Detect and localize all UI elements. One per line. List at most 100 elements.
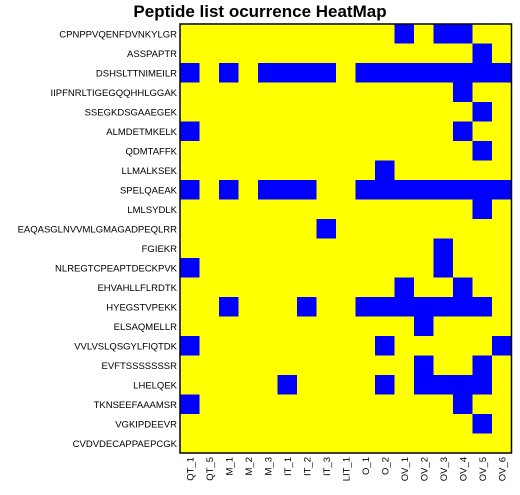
heatmap-cell bbox=[200, 161, 220, 181]
column-label: M_1 bbox=[224, 457, 235, 475]
heatmap-cell bbox=[336, 336, 356, 356]
heatmap-cell bbox=[473, 356, 493, 376]
heatmap-cell bbox=[356, 317, 376, 337]
heatmap-cell bbox=[414, 356, 434, 376]
heatmap-cell bbox=[317, 395, 337, 415]
heatmap-cell bbox=[336, 24, 356, 44]
heatmap-cell bbox=[414, 317, 434, 337]
heatmap-cell bbox=[239, 161, 259, 181]
heatmap-cell bbox=[278, 278, 298, 298]
heatmap-cell bbox=[297, 317, 317, 337]
column-label: OV_5 bbox=[478, 457, 489, 481]
heatmap-cell bbox=[414, 278, 434, 298]
heatmap-cell bbox=[219, 219, 239, 239]
heatmap-cell bbox=[395, 336, 415, 356]
column-label: O_1 bbox=[361, 457, 372, 475]
heatmap-cell bbox=[297, 297, 317, 317]
heatmap-cell bbox=[219, 395, 239, 415]
heatmap-cell bbox=[239, 258, 259, 278]
heatmap-cell bbox=[258, 122, 278, 142]
heatmap-cell bbox=[356, 102, 376, 122]
heatmap-cell bbox=[219, 414, 239, 434]
heatmap-cell bbox=[180, 278, 200, 298]
heatmap-cell bbox=[453, 141, 473, 161]
heatmap-cell bbox=[180, 356, 200, 376]
heatmap-cell bbox=[414, 375, 434, 395]
heatmap-cell bbox=[297, 258, 317, 278]
heatmap-cell bbox=[180, 375, 200, 395]
heatmap-cell bbox=[278, 434, 298, 454]
heatmap-cell bbox=[414, 122, 434, 142]
heatmap-cell bbox=[375, 317, 395, 337]
heatmap-cell bbox=[414, 102, 434, 122]
row-label: HYEGSTVPEKK bbox=[106, 302, 177, 313]
heatmap-cell bbox=[473, 44, 493, 64]
heatmap-cell bbox=[453, 239, 473, 259]
heatmap-cell bbox=[336, 102, 356, 122]
heatmap-cell bbox=[356, 395, 376, 415]
heatmap-cell bbox=[356, 200, 376, 220]
heatmap-cell bbox=[453, 44, 473, 64]
heatmap-cell bbox=[200, 356, 220, 376]
heatmap-cell bbox=[258, 375, 278, 395]
column-label: QT_1 bbox=[185, 457, 196, 481]
heatmap-cell bbox=[434, 278, 454, 298]
heatmap-cell bbox=[317, 336, 337, 356]
heatmap-cell bbox=[375, 219, 395, 239]
heatmap-cell bbox=[414, 434, 434, 454]
heatmap-cell bbox=[453, 102, 473, 122]
heatmap-cell bbox=[297, 161, 317, 181]
heatmap-cell bbox=[336, 200, 356, 220]
heatmap-cell bbox=[356, 24, 376, 44]
heatmap-cell bbox=[219, 200, 239, 220]
heatmap-cell bbox=[278, 63, 298, 83]
heatmap-cell bbox=[375, 122, 395, 142]
heatmap-cell bbox=[180, 219, 200, 239]
heatmap-cell bbox=[356, 336, 376, 356]
heatmap-cell bbox=[180, 297, 200, 317]
heatmap-cell bbox=[434, 161, 454, 181]
heatmap-cell bbox=[258, 317, 278, 337]
heatmap-cell bbox=[395, 161, 415, 181]
heatmap-cell bbox=[453, 356, 473, 376]
heatmap-cell bbox=[278, 200, 298, 220]
heatmap-cell bbox=[200, 336, 220, 356]
heatmap-cell bbox=[239, 395, 259, 415]
heatmap-cell bbox=[434, 141, 454, 161]
heatmap-cell bbox=[258, 219, 278, 239]
heatmap-cell bbox=[395, 219, 415, 239]
heatmap-cell bbox=[453, 258, 473, 278]
heatmap-cell bbox=[336, 375, 356, 395]
heatmap-cell bbox=[375, 200, 395, 220]
heatmap-cell bbox=[278, 356, 298, 376]
heatmap-cell bbox=[414, 161, 434, 181]
row-label: TKNSEEFAAAMSR bbox=[94, 400, 178, 411]
heatmap-cell bbox=[492, 83, 512, 103]
heatmap-cell bbox=[317, 44, 337, 64]
heatmap-cell bbox=[356, 239, 376, 259]
heatmap-cell bbox=[473, 161, 493, 181]
row-label: DSHSLTTNIMEILR bbox=[96, 68, 177, 79]
row-label: EVFTSSSSSSSR bbox=[102, 361, 178, 372]
row-label: VVLVSLQSGYLFIQTDK bbox=[74, 341, 177, 352]
heatmap-cell bbox=[356, 375, 376, 395]
heatmap-cell bbox=[473, 375, 493, 395]
heatmap-cell bbox=[356, 141, 376, 161]
heatmap-cell bbox=[453, 63, 473, 83]
heatmap-cells bbox=[180, 24, 512, 454]
heatmap-cell bbox=[219, 297, 239, 317]
heatmap-cell bbox=[414, 44, 434, 64]
heatmap-cell bbox=[453, 24, 473, 44]
heatmap-cell bbox=[453, 83, 473, 103]
heatmap-cell bbox=[434, 24, 454, 44]
heatmap-cell bbox=[239, 336, 259, 356]
heatmap-cell bbox=[317, 200, 337, 220]
heatmap-cell bbox=[297, 63, 317, 83]
heatmap-cell bbox=[239, 63, 259, 83]
heatmap-cell bbox=[473, 24, 493, 44]
heatmap-cell bbox=[278, 219, 298, 239]
heatmap-cell bbox=[414, 414, 434, 434]
heatmap-cell bbox=[453, 395, 473, 415]
heatmap-cell bbox=[239, 317, 259, 337]
heatmap-cell bbox=[278, 24, 298, 44]
